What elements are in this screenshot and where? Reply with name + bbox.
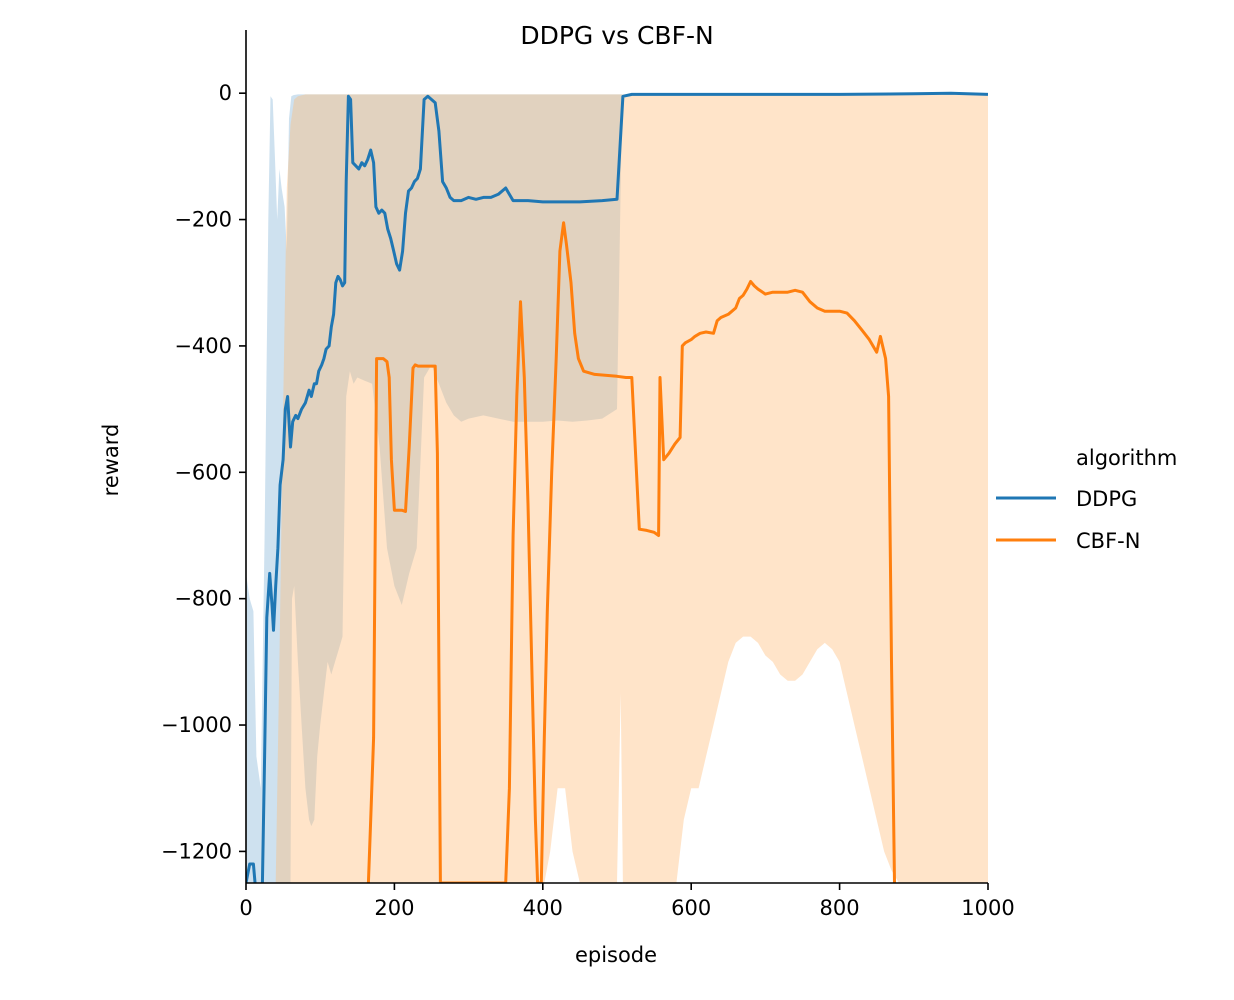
x-tick-label: 0 xyxy=(239,896,252,920)
y-ticks: 0 −200 −400 −600 −800 −1000 −1200 xyxy=(161,81,246,863)
confidence-bands xyxy=(246,94,988,883)
x-ticks: 0 200 400 600 800 1000 xyxy=(239,883,1015,920)
y-tick-label: −200 xyxy=(174,208,232,232)
ddpg-line xyxy=(246,91,988,883)
y-tick-label: −1200 xyxy=(161,839,232,863)
x-tick-label: 800 xyxy=(820,896,860,920)
legend-title: algorithm xyxy=(1076,446,1177,470)
axes xyxy=(245,30,988,884)
x-tick-label: 400 xyxy=(523,896,563,920)
y-tick-label: −400 xyxy=(174,334,232,358)
cbf-n-line xyxy=(366,221,896,883)
legend-items: DDPG CBF-N xyxy=(996,487,1140,553)
x-axis-title: episode xyxy=(575,943,657,967)
legend-cbf-n-label: CBF-N xyxy=(1076,529,1140,553)
y-tick-label: −800 xyxy=(174,587,232,611)
cbf-n-confidence-band xyxy=(275,94,988,883)
y-tick-label: −1000 xyxy=(161,713,232,737)
x-tick-label: 200 xyxy=(374,896,414,920)
y-tick-label: 0 xyxy=(219,81,232,105)
ddpg-confidence-band xyxy=(246,94,988,883)
x-tick-label: 1000 xyxy=(961,896,1014,920)
y-tick-label: −600 xyxy=(174,460,232,484)
y-axis-title: reward xyxy=(99,424,123,497)
legend-ddpg-label: DDPG xyxy=(1076,487,1137,511)
x-tick-label: 600 xyxy=(671,896,711,920)
legend: algorithm DDPG CBF-N xyxy=(996,446,1177,553)
chart-title: DDPG vs CBF-N xyxy=(520,21,713,50)
series-lines xyxy=(246,91,988,883)
